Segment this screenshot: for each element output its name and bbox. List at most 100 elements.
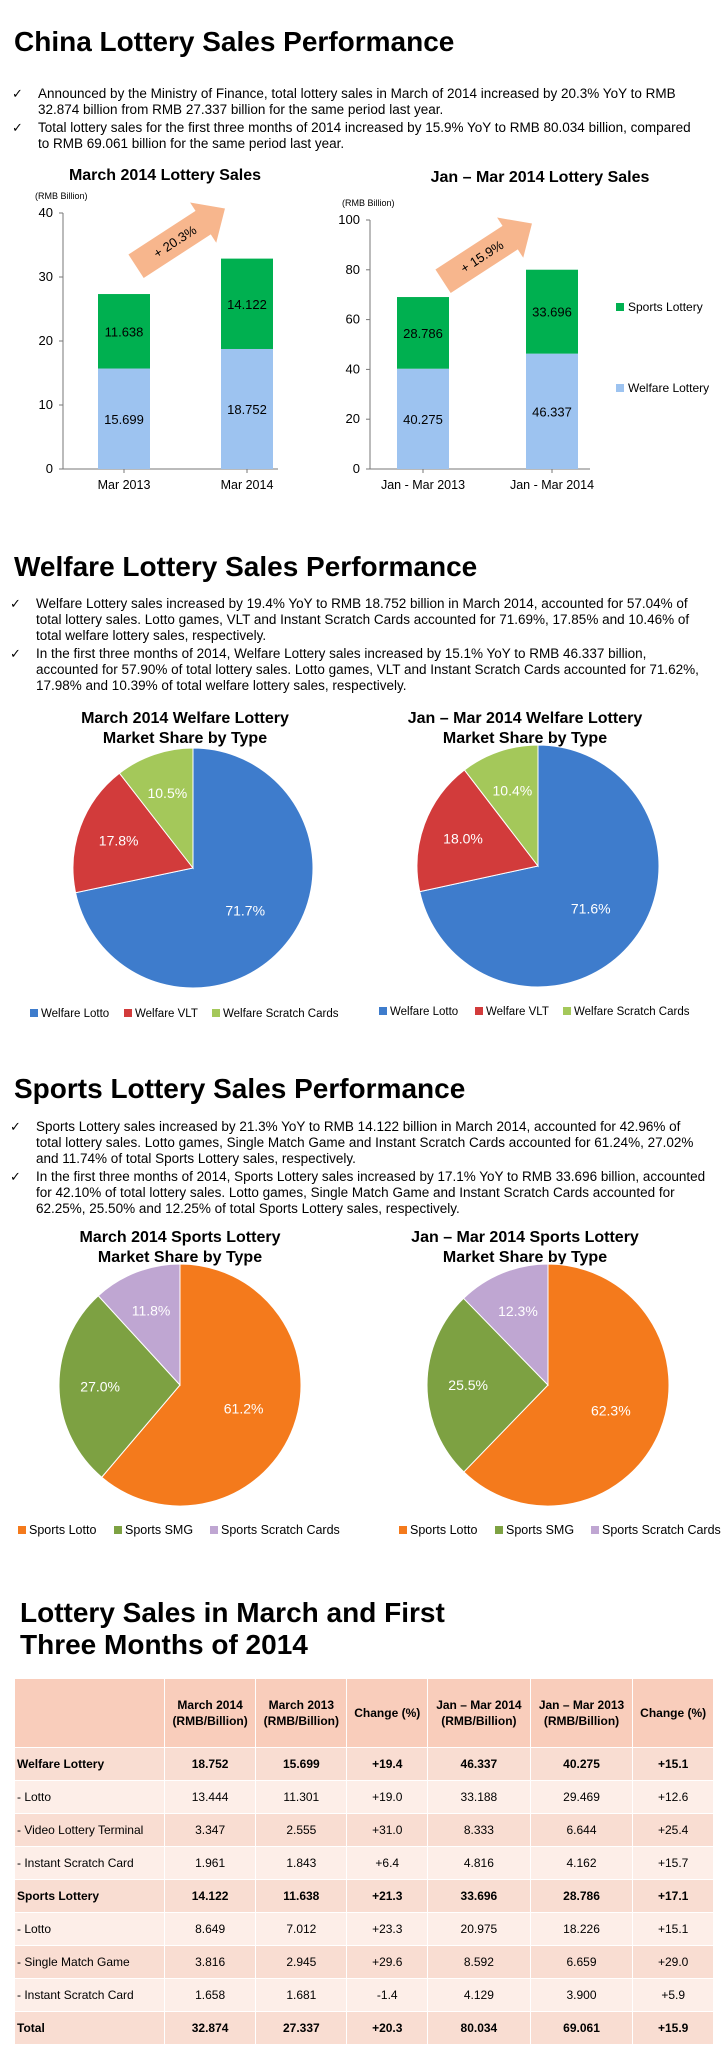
pie-slice (101, 1263, 302, 1507)
y-tick-label: 40 (39, 205, 53, 220)
legend-label: Welfare Scratch Cards (223, 1008, 339, 1020)
table-cell: 33.696 (427, 1879, 531, 1913)
list-item: ✓ Welfare Lottery sales increased by 19.4… (10, 596, 690, 643)
checkmark-icon: ✓ (10, 646, 21, 661)
table-cell: 2.945 (255, 1945, 348, 1979)
table-row: - Instant Scratch Card 1.658 1.681 -1.4 4.12… (14, 1978, 714, 2012)
table-cell: +15.1 (632, 1912, 714, 1946)
table-cell: +15.7 (632, 1846, 714, 1880)
legend-label: Welfare VLT (486, 1006, 549, 1018)
table-cell: 15.699 (255, 1747, 348, 1781)
data-label: 40.275 (403, 412, 443, 427)
table-cell: +23.3 (346, 1912, 429, 1946)
table-cell: 6.644 (529, 1813, 634, 1847)
column-header: Jan – Mar 2014 (RMB/Billion) (427, 1678, 531, 1748)
table-cell: 8.333 (427, 1813, 531, 1847)
bar-segment (98, 294, 150, 369)
table-cell: +29.6 (346, 1945, 429, 1979)
legend-label: Sports SMG (125, 1523, 193, 1537)
table-cell: +12.6 (632, 1780, 714, 1814)
slice-label: 17.8% (99, 833, 139, 849)
y-tick-label: 0 (353, 461, 360, 476)
pie-chart-welfare-march: 71.7% 17.8% 10.5% Welfare Lotto Welfare VLT W… (30, 747, 339, 1020)
checkmark-icon: ✓ (12, 86, 23, 101)
list-item: ✓ Announced by the Ministry of Finance, t… (12, 86, 676, 117)
column-header: March 2014 (RMB/Billion) (163, 1678, 257, 1748)
table-cell: 27.337 (255, 2011, 348, 2045)
slice-label: 61.2% (224, 1400, 264, 1416)
legend-swatch (563, 1007, 571, 1015)
table-corner (14, 1678, 165, 1748)
slice-label: 10.4% (493, 782, 533, 798)
slice-label: 71.7% (225, 902, 265, 918)
y-tick-label: 40 (346, 361, 360, 376)
welfare-bullets: ✓ Welfare Lottery sales increased by 19.4… (8, 596, 708, 696)
row-label: - Single Match Game (14, 1945, 165, 1979)
data-label: 28.786 (403, 326, 443, 341)
checkmark-icon: ✓ (10, 596, 21, 611)
table-cell: +15.9 (632, 2011, 714, 2045)
column-header: Change (%) (632, 1678, 714, 1748)
slice-label: 11.8% (132, 1303, 171, 1319)
table-cell: 28.786 (529, 1879, 634, 1913)
legend-label: Welfare Lotto (41, 1008, 109, 1020)
data-label: 11.638 (105, 324, 144, 339)
slice-label: 25.5% (448, 1377, 488, 1393)
checkmark-icon: ✓ (10, 1119, 21, 1134)
row-label: - Lotto (14, 1912, 165, 1946)
table-cell: 6.659 (529, 1945, 634, 1979)
column-header: Jan – Mar 2013 (RMB/Billion) (529, 1678, 634, 1748)
table-title-line1: Lottery Sales in March and First (20, 1597, 445, 1628)
pie-chart-sports-jan-mar: 62.3% 25.5% 12.3% Sports Lotto Sports SMG Spo… (399, 1263, 721, 1537)
column-header: Change (%) (346, 1678, 429, 1748)
table-row: Sports Lottery 14.122 11.638 +21.3 33.696 28.… (14, 1879, 714, 1913)
legend-swatch (18, 1526, 26, 1534)
table-cell: 18.226 (529, 1912, 634, 1946)
slice-label: 62.3% (591, 1402, 631, 1418)
table-cell: +17.1 (632, 1879, 714, 1913)
slice-label: 12.3% (498, 1303, 538, 1319)
row-label: - Video Lottery Terminal (14, 1813, 165, 1847)
table-cell: 33.188 (427, 1780, 531, 1814)
pie-slice (426, 1297, 549, 1473)
table-cell: 4.816 (427, 1846, 531, 1880)
legend-swatch (124, 1009, 132, 1017)
table-cell: -1.4 (346, 1978, 429, 2012)
table-cell: 18.752 (163, 1747, 257, 1781)
table-cell: 46.337 (427, 1747, 531, 1781)
sports-bullets: ✓ Sports Lottery sales increased by 21.3%… (8, 1119, 708, 1219)
table-title: Lottery Sales in March and First Three M… (20, 1597, 445, 1661)
bar-chart-march: (RMB Billion) 0 10 20 30 40 15.699 11.638 Mar 20… (35, 191, 278, 492)
row-label: Total (14, 2011, 165, 2045)
legend-swatch (399, 1526, 407, 1534)
chart-title: Jan – Mar 2014 Welfare Lottery Market Sh… (407, 710, 643, 747)
table-cell: 80.034 (427, 2011, 531, 2045)
overview-title: China Lottery Sales Performance (14, 26, 455, 57)
pie-slice (419, 744, 660, 988)
pie-slice (97, 1263, 181, 1387)
table-cell: 8.592 (427, 1945, 531, 1979)
table-cell: 2.555 (255, 1813, 348, 1847)
bar-segment (397, 368, 449, 469)
table-cell: 3.900 (529, 1978, 634, 2012)
bar-segment (221, 348, 273, 469)
legend-swatch (616, 303, 624, 311)
row-label: - Lotto (14, 1780, 165, 1814)
table-cell: +15.1 (632, 1747, 714, 1781)
legend-label: Sports Scratch Cards (602, 1523, 721, 1537)
y-axis-label: (RMB Billion) (342, 198, 395, 208)
slice-label: 71.6% (571, 901, 611, 917)
bar-segment (526, 353, 578, 469)
table-cell: 13.444 (163, 1780, 257, 1814)
table-cell: +6.4 (346, 1846, 429, 1880)
slice-label: 10.5% (147, 785, 187, 801)
sports-title: Sports Lottery Sales Performance (14, 1073, 466, 1104)
row-label: - Instant Scratch Card (14, 1846, 165, 1880)
table-cell: +29.0 (632, 1945, 714, 1979)
slice-label: 18.0% (443, 830, 483, 846)
table-cell: +21.3 (346, 1879, 429, 1913)
table-cell: 4.162 (529, 1846, 634, 1880)
pie-slice (462, 1263, 549, 1387)
y-tick-label: 10 (39, 397, 53, 412)
table-row: - Instant Scratch Card 1.961 1.843 +6.4 4.81… (14, 1846, 714, 1880)
